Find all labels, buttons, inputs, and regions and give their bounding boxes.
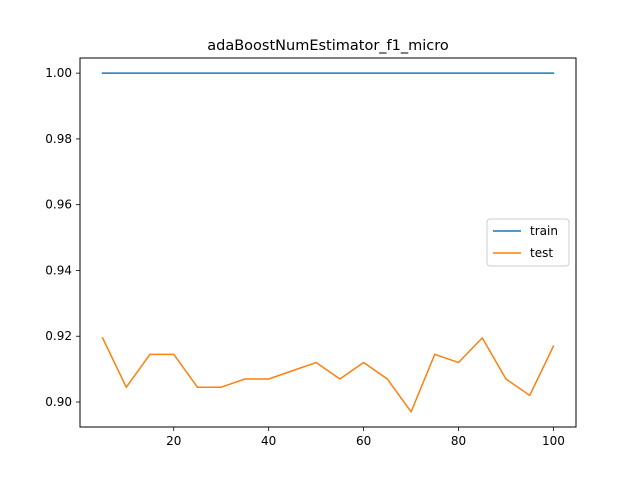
x-tick-label: 20 <box>166 434 181 448</box>
legend: train test <box>486 218 570 267</box>
legend-label-test: test <box>530 246 553 260</box>
series-line-test <box>101 336 555 413</box>
y-tick-label: 0.94 <box>45 263 72 277</box>
x-tick-label: 40 <box>261 434 276 448</box>
y-tick-label: 0.96 <box>45 198 72 212</box>
series-layer <box>101 72 555 413</box>
x-axis: 20 40 60 80 100 <box>166 427 565 448</box>
y-tick-label: 1.00 <box>45 66 72 80</box>
y-axis: 0.90 0.92 0.94 0.96 0.98 1.00 <box>45 66 80 409</box>
y-tick-label: 0.98 <box>45 132 72 146</box>
chart-title: adaBoostNumEstimator_f1_micro <box>207 38 449 54</box>
y-tick-label: 0.90 <box>45 395 72 409</box>
x-tick-label: 60 <box>356 434 371 448</box>
y-tick-label: 0.92 <box>45 329 72 343</box>
x-tick-label: 100 <box>542 434 565 448</box>
plot-frame <box>79 57 577 428</box>
x-tick-label: 80 <box>451 434 466 448</box>
legend-label-train: train <box>530 224 558 238</box>
